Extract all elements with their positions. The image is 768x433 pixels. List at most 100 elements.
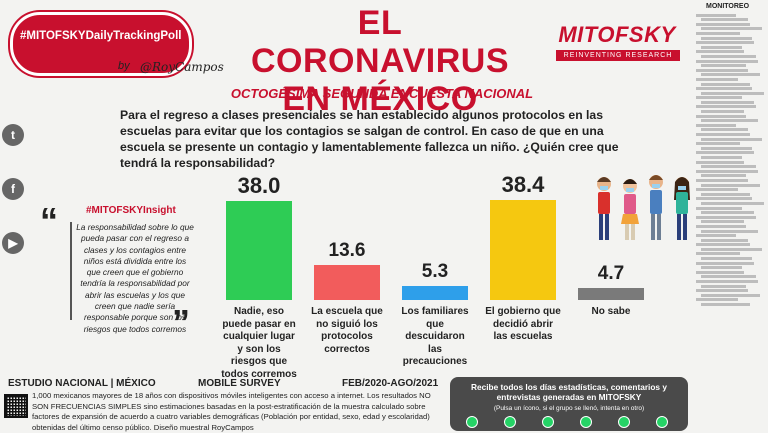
child-figure-4 (674, 177, 690, 240)
survey-type: MOBILE SURVEY (198, 378, 281, 389)
title-line-1: EL CORONAVIRUS (251, 4, 509, 80)
children-illustration (597, 175, 690, 240)
monitor-entry (701, 229, 758, 233)
monitor-entry (696, 105, 756, 109)
monitor-entry (696, 142, 740, 146)
bar-chart: 38.0 Nadie, eso puede pasar en cualquier … (215, 170, 655, 380)
methodology-note: 1,000 mexicanos mayores de 18 años con d… (32, 391, 431, 432)
monitor-entry (696, 252, 740, 256)
monitor-entry (696, 224, 746, 228)
monitor-entry (696, 31, 740, 35)
monitor-entry (696, 96, 742, 100)
bar-value-2: 13.6 (328, 239, 366, 261)
insight-box: La responsabilidad sobre lo que pueda pa… (70, 222, 194, 334)
monitor-entry (696, 22, 750, 26)
bar-5 (578, 287, 644, 300)
monitor-entry (701, 211, 754, 215)
monitor-entry (701, 110, 744, 114)
signature: @RoyCampos (140, 60, 224, 74)
child-figure-3 (649, 175, 663, 240)
monitor-entry (696, 197, 752, 201)
whatsapp-icon[interactable] (466, 416, 478, 428)
cta-note: (Pulsa un ícono, si el grupo se llenó, i… (493, 405, 645, 412)
whatsapp-cta: Recibe todos los días estadísticas, come… (450, 377, 688, 431)
page-title: EL CORONAVIRUS EN MÉXICO (230, 4, 530, 118)
campaign-hashtag: #MITOFSKYDailyTrackingPoll (20, 30, 182, 42)
open-quote-icon: “ (40, 200, 58, 241)
monitor-entry (701, 119, 758, 123)
page-subtitle: OCTOGÉSIMA SEGUNDA ENCUESTA NACIONAL (230, 86, 534, 101)
monitor-entry (696, 68, 748, 72)
monitor-entry (701, 64, 746, 68)
monitor-entry (696, 160, 744, 164)
monitor-entry (696, 41, 754, 45)
monitor-entry (701, 238, 748, 242)
survey-question: Para el regreso a clases presenciales se… (120, 108, 619, 170)
brand-tagline: REINVENTING RESEARCH (556, 50, 680, 61)
monitor-entry (696, 215, 756, 219)
facebook-icon[interactable]: f (2, 178, 24, 200)
child-figure-1 (597, 177, 611, 240)
youtube-icon[interactable]: ▶ (2, 232, 24, 254)
monitor-entry (696, 77, 738, 81)
monitor-entry (696, 188, 738, 192)
cta-text: Recibe todos los días estadísticas, come… (471, 382, 667, 402)
monitor-entry (701, 201, 764, 205)
bar-label-2: La escuela que no siguió los protocolos … (311, 306, 383, 355)
bar-4 (490, 200, 556, 300)
study-label: ESTUDIO NACIONAL | MÉXICO (8, 378, 156, 389)
monitor-entry (701, 220, 744, 224)
whatsapp-icon[interactable] (656, 416, 668, 428)
bar-value-5: 4.7 (597, 262, 625, 284)
whatsapp-icon[interactable] (580, 416, 592, 428)
monitor-entry (696, 206, 742, 210)
monitor-entry (701, 192, 750, 196)
monitor-list (696, 12, 766, 418)
bar-value-4: 38.4 (501, 172, 545, 198)
monitor-entry (701, 91, 764, 95)
bar-value-3: 5.3 (421, 261, 449, 283)
brand-logo: MITOFSKY (558, 22, 676, 47)
bar-label-1: Nadie, eso puede pasar en cualquier luga… (221, 306, 297, 380)
monitor-entry (696, 270, 744, 274)
monitor-entry (696, 178, 748, 182)
monitor-entry (696, 243, 750, 247)
bar-3 (402, 286, 468, 300)
monitor-entry (701, 156, 742, 159)
close-quote-icon: ” (172, 302, 190, 343)
title-line-2: EN MÉXICO (282, 80, 478, 118)
monitor-entry (701, 165, 756, 169)
monitor-entry (701, 174, 746, 178)
bar-label-4: El gobierno que decidió abrir las escuel… (485, 306, 561, 342)
monitor-entry (701, 266, 742, 270)
qr-code-icon[interactable] (4, 394, 28, 418)
monitor-entry (701, 247, 762, 251)
bar-1 (226, 201, 292, 300)
monitor-entry (696, 133, 750, 137)
monitor-entry (696, 261, 754, 265)
monitor-entry (701, 303, 750, 306)
monitor-entry (701, 293, 760, 297)
monitor-entry (696, 123, 736, 127)
monitor-entry (701, 18, 748, 22)
monitor-entry (696, 114, 746, 118)
monitor-entry (696, 13, 736, 17)
monitor-entry (701, 54, 756, 58)
bar-label-5: No sabe (591, 306, 631, 317)
whatsapp-icon[interactable] (504, 416, 516, 428)
monitor-entry (696, 298, 738, 302)
monitor-entry (696, 169, 758, 173)
monitor-entry (696, 234, 736, 238)
monitor-entry (701, 275, 756, 279)
whatsapp-icon[interactable] (618, 416, 630, 428)
twitter-icon[interactable]: t (2, 124, 24, 146)
monitor-entry (701, 73, 760, 77)
monitor-entry (701, 146, 752, 150)
monitor-entry (696, 59, 758, 63)
campaign-badge (10, 12, 192, 76)
bar-2 (314, 264, 380, 300)
monitor-entry (701, 36, 752, 40)
whatsapp-icon[interactable] (542, 416, 554, 428)
monitor-entry (701, 27, 762, 31)
bar-value-1: 38.0 (237, 173, 281, 199)
